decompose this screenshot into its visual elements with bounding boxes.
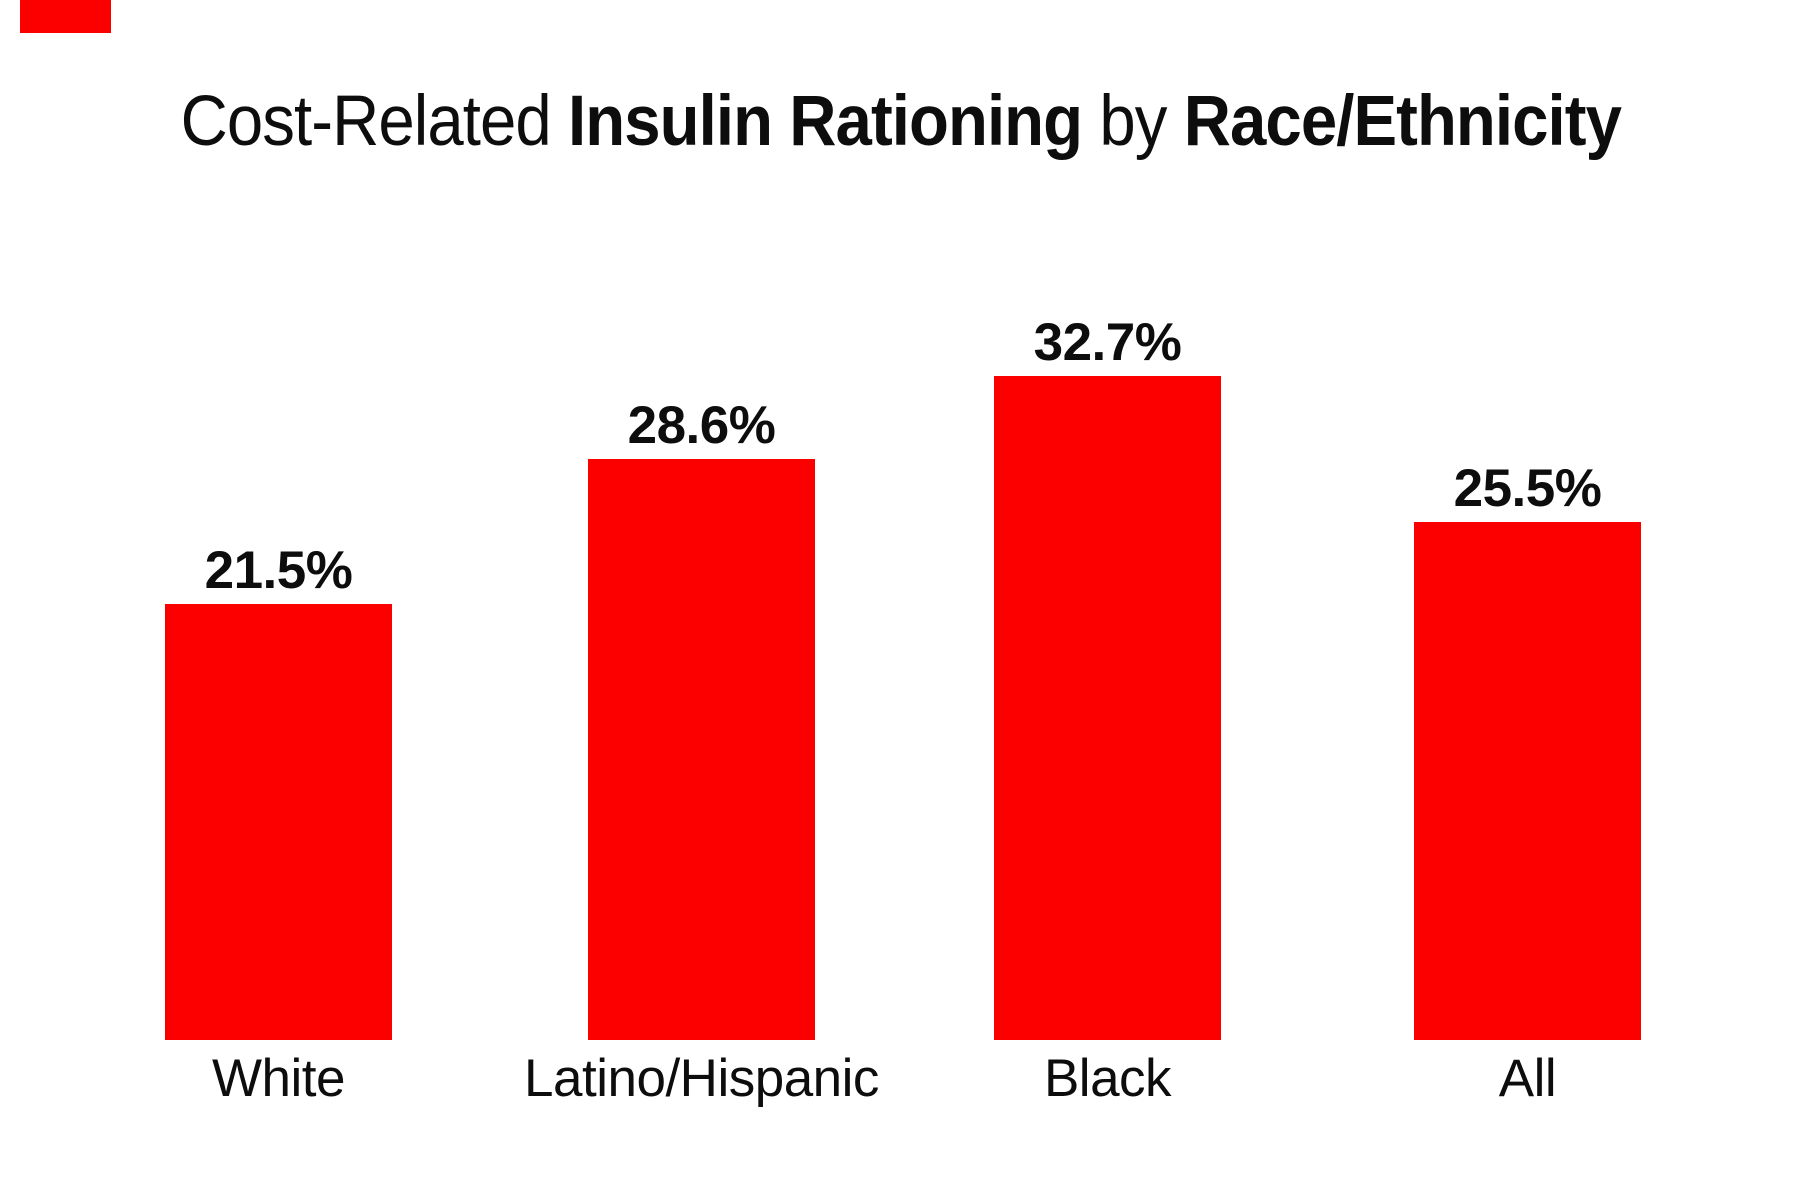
category-label-white: White <box>212 1049 345 1108</box>
chart-title: Cost-Related Insulin Rationing by Race/E… <box>0 86 1801 157</box>
title-text-regular: by <box>1081 82 1184 161</box>
bar-white <box>165 604 392 1040</box>
category-label-black: Black <box>1043 1049 1172 1108</box>
category-label-latino-hispanic: Latino/Hispanic <box>524 1049 879 1108</box>
value-label-latino-hispanic: 28.6% <box>627 396 776 455</box>
title-text-bold: Insulin Rationing <box>567 82 1083 161</box>
category-label-all: All <box>1498 1049 1557 1108</box>
value-label-white: 21.5% <box>204 541 353 600</box>
bar-black <box>994 376 1221 1040</box>
title-text-bold: Race/Ethnicity <box>1183 82 1621 161</box>
title-text-regular: Cost-Related <box>180 82 568 161</box>
red-accent-mark <box>20 0 111 33</box>
value-label-all: 25.5% <box>1453 459 1602 518</box>
bar-latino-hispanic <box>588 459 815 1040</box>
bar-all <box>1414 522 1641 1040</box>
value-label-black: 32.7% <box>1033 313 1182 372</box>
chart-title-text: Cost-Related Insulin Rationing by Race/E… <box>180 86 1621 157</box>
